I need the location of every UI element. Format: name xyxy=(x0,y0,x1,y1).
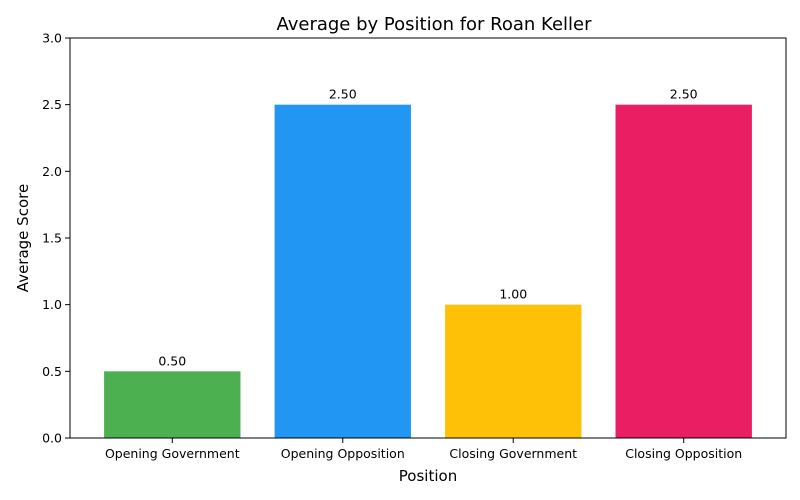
x-axis: Opening Government Opening Opposition Clos… xyxy=(105,438,742,461)
y-tick-label: 3.0 xyxy=(42,31,62,46)
y-tick-label: 2.5 xyxy=(42,97,62,112)
bars-group xyxy=(104,104,752,439)
x-tick-label: Closing Opposition xyxy=(625,446,742,461)
data-label: 2.50 xyxy=(670,87,698,102)
data-label: 1.00 xyxy=(499,287,527,302)
y-tick-label: 2.0 xyxy=(42,164,62,179)
y-axis-label: Average Score xyxy=(14,184,32,292)
y-axis: 0.0 0.5 1.0 1.5 2.0 2.5 3.0 xyxy=(42,31,70,446)
data-labels-group: 0.50 2.50 1.00 2.50 xyxy=(158,87,697,369)
bar-opening-opposition xyxy=(274,104,411,439)
x-tick-label: Opening Opposition xyxy=(281,446,405,461)
y-tick-label: 0.5 xyxy=(42,364,62,379)
x-axis-label: Position xyxy=(399,467,457,485)
y-tick-label: 0.0 xyxy=(42,431,62,446)
chart-title: Average by Position for Roan Keller xyxy=(276,14,592,35)
data-label: 0.50 xyxy=(158,353,186,368)
bar-closing-opposition xyxy=(615,104,752,439)
plot-frame xyxy=(69,37,787,439)
data-label: 2.50 xyxy=(329,87,357,102)
y-tick-label: 1.0 xyxy=(42,297,62,312)
x-tick-label: Opening Government xyxy=(105,446,240,461)
x-tick-label: Closing Government xyxy=(449,446,577,461)
y-tick-label: 1.5 xyxy=(42,231,62,246)
bar-closing-government xyxy=(445,304,582,438)
bar-opening-government xyxy=(104,371,241,438)
